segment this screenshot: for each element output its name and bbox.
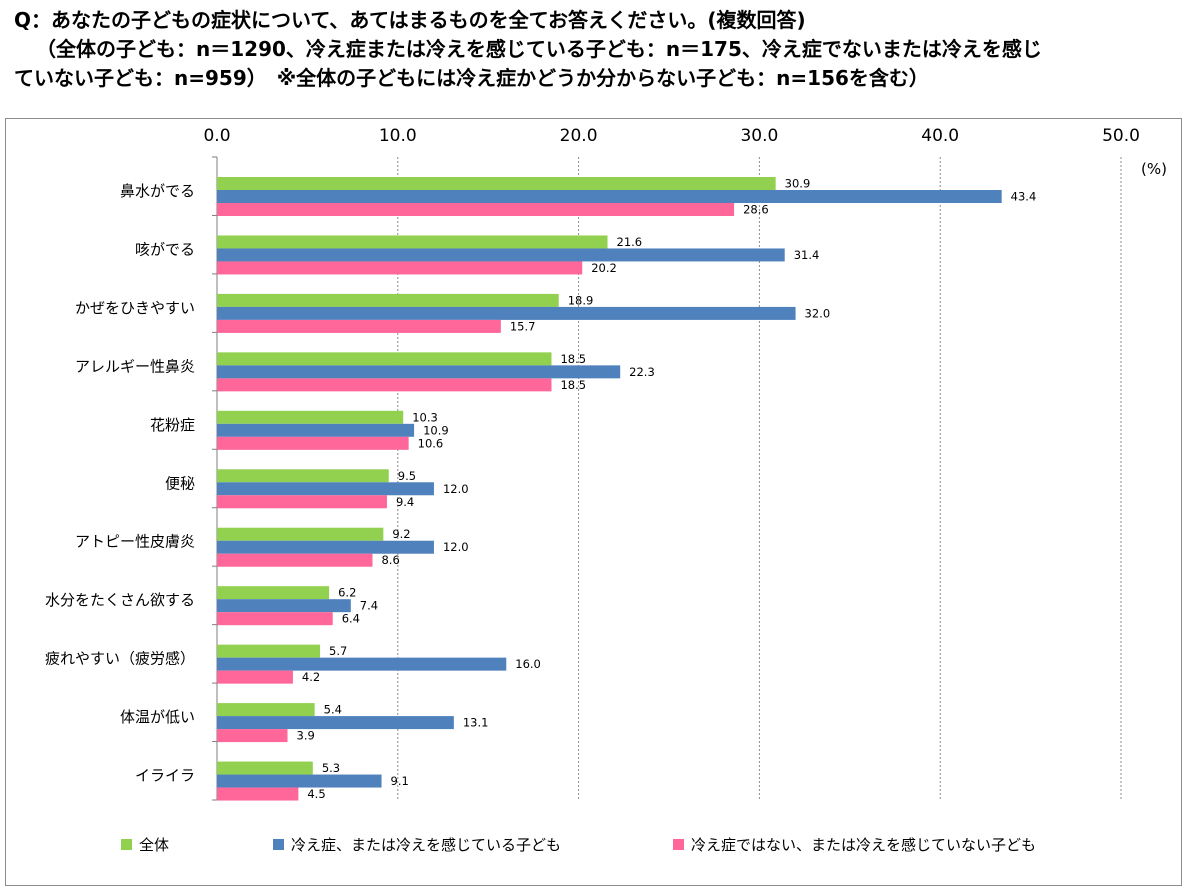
bar [217, 378, 552, 392]
legend-label-all: 全体 [139, 835, 170, 854]
value-label: 6.4 [342, 612, 360, 626]
category-label: 鼻水がでる [120, 182, 195, 200]
bar [217, 190, 1002, 203]
question-title-line1: Q：あなたの子どもの症状について、あてはまるものを全てお答えください。(複数回答… [14, 8, 806, 32]
value-label: 18.5 [560, 378, 586, 392]
legend-swatch-all [121, 838, 132, 850]
value-label: 12.0 [443, 482, 469, 496]
bar [217, 423, 415, 437]
bar [217, 612, 333, 626]
question-title: Q：あなたの子どもの症状について、あてはまるものを全てお答えください。(複数回答… [14, 6, 1184, 93]
category-label: かぜをひきやすい [75, 299, 195, 317]
unit-label: (%) [1141, 160, 1167, 178]
bar [217, 761, 313, 775]
value-label: 43.4 [1011, 190, 1037, 204]
value-label: 5.7 [329, 644, 347, 658]
bar [217, 657, 507, 671]
value-label: 31.4 [794, 248, 820, 262]
value-label: 30.9 [785, 177, 811, 191]
bar [217, 352, 552, 366]
value-label: 12.0 [443, 540, 469, 554]
category-label: アレルギー性鼻炎 [75, 357, 195, 375]
bar [217, 319, 501, 333]
legend-label-not-cold: 冷え症ではない、または冷えを感じていない子ども [691, 835, 1037, 854]
value-label: 8.6 [381, 553, 399, 567]
bar [217, 774, 382, 788]
bar [217, 410, 404, 424]
x-tick-label: 20.0 [560, 126, 598, 146]
bar [217, 261, 583, 275]
x-tick-label: 50.0 [1102, 126, 1140, 146]
value-label: 22.3 [629, 365, 655, 379]
value-label: 18.9 [568, 293, 594, 307]
value-label: 5.4 [324, 703, 342, 717]
bar [217, 203, 735, 216]
bar [217, 235, 608, 249]
bar [217, 716, 454, 730]
value-label: 21.6 [617, 235, 643, 249]
value-label: 9.5 [398, 469, 416, 483]
legend-swatch-not-cold [673, 838, 684, 850]
value-label: 9.4 [396, 495, 414, 509]
value-label: 9.1 [391, 774, 409, 788]
value-label: 3.9 [297, 729, 315, 743]
value-label: 16.0 [515, 657, 541, 671]
bar [217, 729, 288, 743]
value-label: 10.9 [423, 423, 449, 437]
x-tick-label: 0.0 [203, 126, 230, 146]
value-label: 13.1 [463, 716, 489, 730]
bar [217, 177, 776, 190]
bar [217, 436, 409, 450]
legend-item-cold: 冷え症、または冷えを感じている子ども [273, 834, 561, 854]
value-label: 10.6 [418, 436, 444, 450]
value-label: 28.6 [743, 203, 769, 217]
bar [217, 703, 315, 717]
value-label: 20.2 [591, 261, 617, 275]
bar [217, 365, 621, 379]
bar [217, 787, 299, 801]
bar [217, 553, 373, 567]
question-title-line3: ていない子ども：n=959） ※全体の子どもには冷え症かどうか分からない子ども：… [14, 66, 929, 90]
bar [217, 599, 351, 613]
chart-frame [5, 118, 1182, 886]
value-label: 4.2 [302, 670, 320, 684]
value-label: 4.5 [307, 787, 325, 801]
value-label: 7.4 [360, 599, 378, 613]
legend-item-all: 全体 [121, 834, 169, 854]
category-label: 疲れやすい（疲労感） [45, 650, 195, 668]
x-tick-label: 30.0 [740, 126, 778, 146]
bar [217, 495, 387, 509]
bar [217, 586, 330, 600]
value-label: 10.3 [412, 410, 438, 424]
bar [217, 670, 293, 684]
value-label: 6.2 [338, 586, 356, 600]
category-label: イライラ [135, 767, 195, 785]
legend-swatch-cold [273, 838, 284, 850]
category-label: 体温が低い [120, 708, 195, 726]
bar [217, 540, 434, 554]
value-label: 32.0 [805, 306, 831, 320]
bar [217, 293, 559, 307]
question-title-line2: （全体の子ども：n＝1290、冷え症または冷えを感じている子ども：n＝175、冷… [36, 37, 1042, 61]
legend-label-cold: 冷え症、または冷えを感じている子ども [291, 835, 562, 854]
value-label: 18.5 [560, 352, 586, 366]
category-label: 水分をたくさん欲する [45, 591, 195, 609]
bar [217, 644, 321, 658]
value-label: 15.7 [510, 319, 536, 333]
x-tick-label: 40.0 [921, 126, 959, 146]
value-label: 5.3 [322, 761, 340, 775]
bar [217, 469, 389, 483]
x-tick-label: 10.0 [379, 126, 417, 146]
category-label: 咳がでる [135, 240, 195, 258]
legend-item-not-cold: 冷え症ではない、または冷えを感じていない子ども [673, 834, 1036, 854]
category-label: 便秘 [165, 474, 195, 492]
category-label: アトピー性皮膚炎 [75, 533, 195, 551]
value-label: 9.2 [392, 527, 410, 541]
bar [217, 248, 785, 262]
category-label: 花粉症 [150, 416, 195, 434]
bar [217, 482, 434, 496]
bar [217, 306, 796, 320]
bar [217, 527, 384, 541]
